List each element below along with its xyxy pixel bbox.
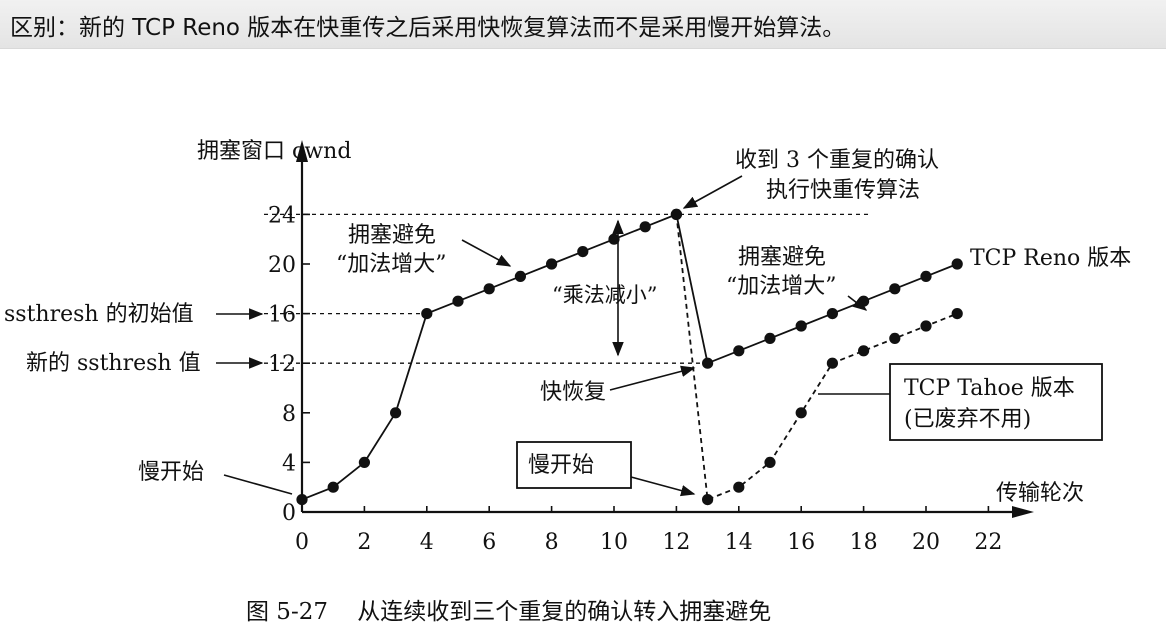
fast-recovery-label: 快恢复: [540, 380, 606, 405]
y-tick-label: 20: [268, 253, 296, 278]
data-point-reno: [889, 283, 901, 295]
data-point-reno: [702, 357, 714, 369]
series-line-tahoe: [675, 214, 958, 501]
x-axis-arrow: [1012, 506, 1034, 518]
dup-ack-label-line1: 收到 3 个重复的确认: [735, 148, 939, 173]
y-axis-arrow: [296, 140, 308, 162]
y-tick-label: 0: [282, 501, 296, 526]
figure-caption: 图 5-27 从连续收到三个重复的确认转入拥塞避免: [246, 599, 771, 625]
data-point-tahoe: [920, 320, 932, 332]
data-point-tahoe: [733, 481, 745, 493]
x-tick-label: 20: [912, 530, 940, 555]
x-tick-label: 4: [420, 530, 434, 555]
tahoe-label-box: [889, 363, 1103, 441]
data-point-reno: [296, 494, 308, 506]
slow-start-box: [516, 441, 632, 489]
x-tick-label: 16: [787, 530, 815, 555]
data-point-reno: [920, 270, 932, 282]
data-point-reno: [951, 258, 963, 270]
data-point-tahoe: [795, 407, 807, 419]
y-tick-label: 24: [268, 203, 296, 228]
ca1-label-line2: “加法增大”: [336, 252, 447, 277]
series-group: [296, 208, 963, 506]
ca2-label-line1: 拥塞避免: [738, 245, 826, 270]
data-point-reno: [795, 320, 807, 332]
series-line-reno: [301, 213, 958, 501]
tahoe-label-line1: TCP Tahoe 版本: [904, 376, 1075, 401]
dup-ack-label-line2: 执行快重传算法: [766, 178, 920, 203]
initial-ssthresh-label: ssthresh 的初始值: [4, 302, 194, 327]
mult-decrease-label: “乘法减小”: [552, 283, 657, 307]
slow-start-left-label: 慢开始: [138, 460, 204, 485]
data-point-reno: [826, 308, 839, 320]
data-point-reno: [546, 258, 558, 270]
cwnd-chart: 拥塞窗口 cwnd 传输轮次 0 2 4 6 8 10 12 14 16 18 20 22048121…: [4, 139, 1131, 625]
figure: 拥塞窗口 cwnd 传输轮次 0 2 4 6 8 10 12 14 16 18 20 22 0 4 8 12 1…: [0, 48, 1166, 632]
data-point-reno: [483, 283, 495, 295]
ca1-arrow: [461, 239, 512, 267]
data-point-reno: [452, 295, 464, 307]
x-tick-label: 10: [600, 530, 628, 555]
data-point-reno: [421, 308, 433, 320]
y-tick-label: 4: [282, 451, 296, 476]
y-tick-label: 16: [268, 303, 296, 328]
tahoe-label-line2: (已废弃不用): [904, 407, 1031, 432]
data-point-reno: [514, 270, 527, 282]
x-tick-label: 8: [545, 530, 559, 555]
x-tick-label: 2: [357, 530, 371, 555]
y-tick-label: 8: [282, 402, 296, 427]
data-point-reno: [390, 407, 402, 419]
data-point-tahoe: [889, 332, 901, 344]
x-tick-label: 22: [974, 530, 1002, 555]
x-tick-label: 0: [295, 530, 309, 555]
ca2-arrow: [847, 295, 868, 311]
data-point-tahoe: [764, 456, 776, 468]
x-axis-title: 传输轮次: [996, 481, 1084, 506]
y-axis-title: 拥塞窗口 cwnd: [197, 139, 351, 164]
reno-label: TCP Reno 版本: [970, 246, 1131, 271]
data-point-reno: [639, 221, 651, 233]
data-point-tahoe: [826, 357, 839, 369]
header-bar: 区别：新的 TCP Reno 版本在快重传之后采用快恢复算法而不是采用慢开始算法…: [0, 0, 1166, 49]
new-ssthresh-label: 新的 ssthresh 值: [26, 351, 201, 376]
data-point-reno: [358, 456, 370, 468]
header-text: 区别：新的 TCP Reno 版本在快重传之后采用快恢复算法而不是采用慢开始算法…: [10, 15, 846, 41]
data-point-reno: [764, 332, 776, 344]
x-tick-label: 18: [850, 530, 878, 555]
data-point-tahoe: [951, 308, 963, 320]
slow-start-left-leader: [223, 474, 293, 495]
reference-lines: [264, 213, 870, 364]
data-point-reno: [327, 481, 339, 493]
x-tick-label: 14: [725, 530, 753, 555]
x-tick-label: 6: [482, 530, 496, 555]
slow-start-box-label: 慢开始: [528, 453, 594, 478]
data-point-reno: [733, 345, 745, 357]
data-point-tahoe: [702, 494, 714, 506]
dup-ack-arrow: [682, 175, 743, 209]
ca1-label-line1: 拥塞避免: [348, 223, 436, 248]
fast-recovery-arrow: [609, 365, 696, 391]
slow-start-box-arrow: [630, 476, 696, 497]
data-point-reno: [577, 246, 589, 258]
y-tick-label: 12: [268, 352, 296, 377]
data-point-tahoe: [858, 345, 870, 357]
x-tick-label: 12: [662, 530, 690, 555]
ca2-label-line2: “加法增大”: [726, 274, 837, 299]
data-point-tahoe: [670, 208, 683, 220]
